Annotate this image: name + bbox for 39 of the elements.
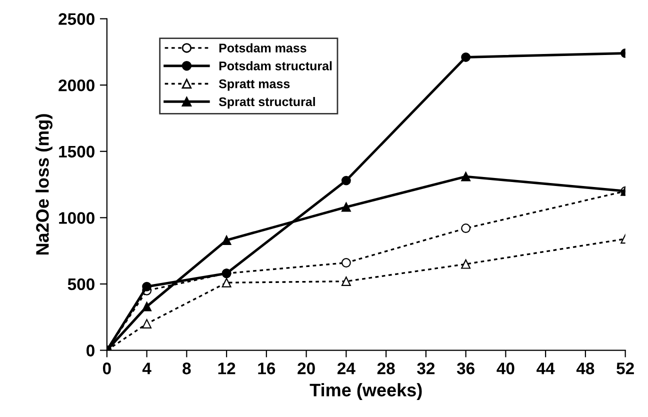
point — [341, 258, 351, 268]
x-tick-label: 40 — [496, 362, 514, 374]
x-tick-label: 16 — [258, 362, 276, 374]
point — [461, 224, 471, 234]
point — [142, 282, 152, 292]
x-tick-label: 32 — [417, 362, 435, 374]
legend-label: Spratt structural — [218, 96, 315, 109]
legend-label: Potsdam mass — [219, 43, 306, 52]
y-tick-label: 0 — [86, 344, 94, 356]
x-tick-label: 44 — [536, 362, 555, 374]
point — [222, 235, 232, 245]
point — [142, 319, 152, 328]
point — [142, 302, 152, 312]
x-tick-label: 28 — [377, 362, 395, 374]
x-tick-label: 0 — [102, 362, 111, 374]
y-tick-label: 1000 — [59, 212, 94, 224]
legend-label: Spratt mass — [218, 79, 290, 91]
x-tick-label: 4 — [142, 362, 152, 374]
x-tick-label: 8 — [182, 362, 191, 374]
legend-label: Potsdam structural — [219, 61, 332, 70]
x-tick-label: 20 — [298, 362, 315, 374]
y-tick-label: 2500 — [58, 13, 94, 25]
point — [222, 278, 232, 288]
x-tick-label: 24 — [337, 362, 356, 374]
point — [341, 176, 351, 186]
y-tick-label: 2000 — [58, 79, 94, 92]
y-tick-label: 1500 — [59, 146, 94, 158]
point — [341, 202, 351, 212]
x-tick-label: 36 — [456, 362, 474, 374]
y-tick-label: 500 — [68, 278, 94, 290]
x-tick-label: 52 — [616, 362, 634, 374]
x-tick-label: 12 — [218, 362, 236, 374]
point — [461, 259, 471, 269]
point — [341, 276, 351, 286]
x-axis-title: Time (weeks) — [310, 383, 422, 400]
point — [461, 172, 471, 182]
x-tick-label: 48 — [576, 362, 594, 374]
y-axis-title: Na2Oe loss (mg) — [36, 114, 52, 255]
point — [461, 52, 471, 62]
